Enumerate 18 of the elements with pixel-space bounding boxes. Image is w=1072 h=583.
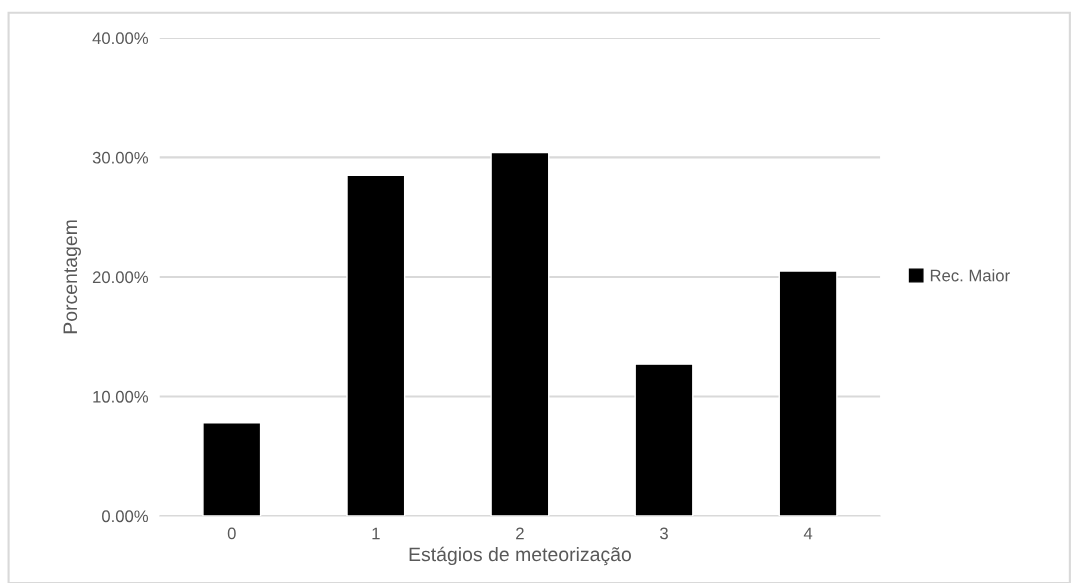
y-tick-label: 20.00% (92, 271, 149, 284)
bar (202, 422, 262, 516)
x-tick-label: 0 (227, 527, 236, 540)
x-tick-label: 4 (803, 527, 813, 540)
bar (490, 151, 550, 516)
y-tick-label: 0.00% (102, 510, 149, 523)
y-tick-label: 30.00% (92, 151, 149, 164)
y-axis-title: Porcentagem (63, 220, 81, 334)
legend-label: Rec. Maior (930, 269, 1010, 282)
x-tick-label: 1 (372, 527, 380, 540)
x-tick-label: 3 (660, 527, 668, 540)
bar (778, 270, 838, 516)
bar (346, 174, 406, 516)
y-tick-label: 10.00% (93, 390, 149, 403)
y-tick-label: 40.00% (92, 32, 149, 45)
bar (634, 363, 694, 516)
x-axis-title: Estágios de meteorização (409, 546, 631, 566)
x-tick-label: 2 (516, 527, 524, 540)
